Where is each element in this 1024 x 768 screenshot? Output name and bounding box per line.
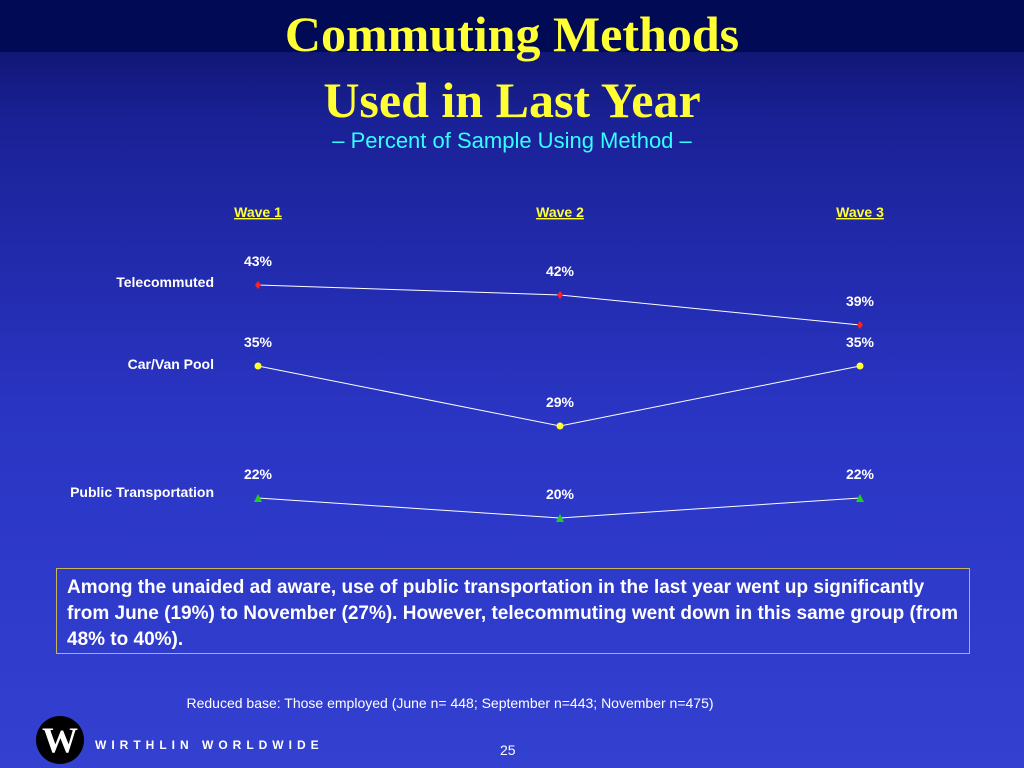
data-label-1-0: 35% (244, 334, 273, 350)
data-point-2-1 (556, 514, 564, 522)
series-line-0 (257, 284, 861, 326)
data-label-0-2: 39% (846, 293, 875, 309)
wave-header-2: Wave 2 (536, 204, 584, 220)
data-label-1-2: 35% (846, 334, 875, 350)
data-point-1-0 (254, 362, 262, 370)
data-label-2-0: 22% (244, 466, 273, 482)
footnote: Reduced base: Those employed (June n= 44… (186, 695, 714, 711)
data-point-1-1 (556, 422, 564, 430)
data-label-2-2: 22% (846, 466, 875, 482)
series-label-2: Public Transportation (70, 484, 214, 500)
commuting-line-chart: Wave 1 Wave 2 Wave 3 Telecommuted 43% 42% 39% C… (70, 204, 884, 522)
header-band (0, 0, 1024, 52)
callout-box: Among the unaided ad aware, use of publi… (56, 568, 970, 654)
data-label-1-1: 29% (546, 394, 575, 410)
data-point-0-1 (557, 291, 563, 299)
series-label-0: Telecommuted (116, 274, 214, 290)
data-label-0-1: 42% (546, 263, 575, 279)
data-label-0-0: 43% (244, 253, 273, 269)
slide-title-line2: Used in Last Year (323, 72, 701, 128)
data-point-0-2 (857, 321, 863, 329)
wirthlin-logo-icon: W (36, 716, 84, 764)
brand-name: WIRTHLIN WORLDWIDE (95, 738, 324, 752)
page-number: 25 (500, 742, 516, 758)
slide-title-line1: Commuting Methods (284, 6, 740, 62)
wave-header-1: Wave 1 (234, 204, 282, 220)
data-point-2-0 (254, 494, 262, 502)
wave-header-3: Wave 3 (836, 204, 884, 220)
data-label-2-1: 20% (546, 486, 575, 502)
series-label-1: Car/Van Pool (128, 356, 214, 372)
data-point-1-2 (856, 362, 864, 370)
slide-subtitle: – Percent of Sample Using Method – (332, 128, 692, 153)
data-point-0-0 (255, 281, 261, 289)
data-point-2-2 (856, 494, 864, 502)
